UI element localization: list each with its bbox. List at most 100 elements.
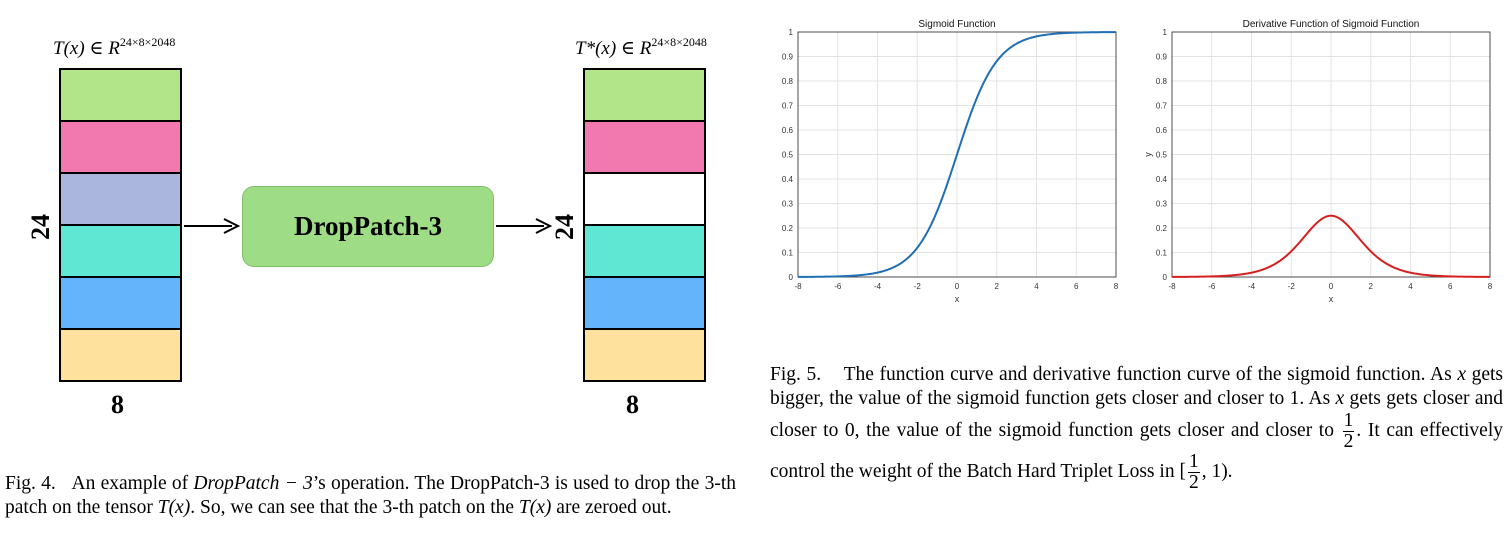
fig5-frac2-den: 2 (1188, 472, 1199, 493)
derivative-ytick-label: 0.4 (1156, 175, 1168, 184)
sigmoid-ytick-label: 0.6 (782, 126, 794, 135)
sigmoid-xtick-label: -6 (834, 282, 842, 291)
input-tensor-label-text: T(x) ∈ R (53, 38, 120, 59)
derivative-ytick-label: 0 (1163, 273, 1168, 282)
output-tensor-stack (583, 68, 706, 382)
input-width-label: 8 (111, 390, 124, 419)
fig5-caption-x1: x (1457, 364, 1466, 385)
derivative-xtick-label: 8 (1488, 282, 1493, 291)
output-patch-4 (585, 226, 704, 278)
derivative-ytick-label: 0.1 (1156, 249, 1168, 258)
derivative-xtick-label: 0 (1329, 282, 1334, 291)
droppatch-box: DropPatch-3 (242, 186, 494, 267)
input-tensor-sup: 24×8×2048 (119, 35, 176, 49)
input-height-label: 24 (26, 214, 55, 240)
derivative-title: Derivative Function of Sigmoid Function (1243, 19, 1420, 30)
input-tensor-stack (59, 68, 182, 382)
derivative-ytick-label: 0.6 (1156, 126, 1168, 135)
derivative-ytick-label: 0.5 (1156, 151, 1168, 160)
derivative-xtick-label: 6 (1448, 282, 1453, 291)
fig5-frac1-den: 2 (1343, 431, 1354, 452)
sigmoid-ytick-label: 0.8 (782, 77, 794, 86)
derivative-ytick-label: 0.3 (1156, 200, 1168, 209)
fig4-caption-text-a: An example of (71, 473, 194, 494)
input-tensor-label: T(x) ∈ R24×8×2048 (53, 35, 175, 60)
fig5-plots: -8 -6 -4 -2 0 2 4 6 8 0 0.1 0.2 0.3 0.4 0.5 0.6 0.7 0.8 0.… (782, 19, 1493, 304)
derivative-xtick-label: -8 (1168, 282, 1176, 291)
sigmoid-axes-box (797, 31, 1117, 278)
sigmoid-ytick-label: 0.3 (782, 200, 794, 209)
output-tensor-label: T*(x) ∈ R24×8×2048 (575, 35, 707, 60)
fig4-caption-math2: T(x) (157, 497, 191, 518)
sigmoid-ytick-label: 0.2 (782, 224, 794, 233)
sigmoid-xlabel: x (955, 294, 960, 304)
output-patch-1 (585, 70, 704, 122)
fig4-caption-text-b: ’s operation. The DropPatch-3 is used to… (5, 473, 736, 518)
output-width-label: 8 (626, 390, 639, 419)
derivative-xtick-label: -6 (1208, 282, 1216, 291)
input-patch-2 (61, 122, 180, 174)
derivative-axes-box (1171, 31, 1491, 278)
sigmoid-derivative-plot: -8 -6 -4 -2 0 2 4 6 8 0 0.1 0.2 0.3 0.4 0.5 0.6 0.7 0.8 0.… (1143, 19, 1493, 304)
input-patch-3 (61, 174, 180, 226)
derivative-xtick-label: -4 (1248, 282, 1256, 291)
fig4-caption-text-c: . So, we can see that the 3-th patch on … (190, 497, 519, 518)
sigmoid-title: Sigmoid Function (918, 19, 995, 30)
fig4-caption-math1: DropPatch − 3 (193, 473, 313, 494)
arrow-in-icon (184, 218, 241, 234)
fig5-caption: Fig. 5. The function curve and derivativ… (770, 363, 1503, 493)
output-tensor-sup: 24×8×2048 (651, 35, 707, 49)
derivative-ytick-label: 0.9 (1156, 53, 1168, 62)
fig5-caption-text-c: gets gets closer and closer to 0, the va… (770, 388, 1503, 441)
sigmoid-xtick-label: 0 (955, 282, 960, 291)
fig5-frac1-num: 1 (1342, 410, 1355, 432)
input-patch-4 (61, 226, 180, 278)
fig5-caption-text-a: The function curve and derivative functi… (843, 364, 1458, 385)
sigmoid-ytick-label: 0.1 (782, 249, 794, 258)
output-patch-3 (585, 174, 704, 226)
sigmoid-series-line (797, 31, 1117, 278)
sigmoid-xtick-label: 6 (1074, 282, 1079, 291)
arrow-out-icon (496, 218, 553, 234)
sigmoid-xtick-label: -2 (914, 282, 922, 291)
fig5-caption-x2: x (1335, 388, 1345, 409)
sigmoid-ytick-label: 1 (789, 28, 794, 37)
derivative-ytick-label: 1 (1163, 28, 1168, 37)
input-patch-5 (61, 278, 180, 330)
sigmoid-xtick-label: -4 (874, 282, 882, 291)
input-patch-6 (61, 330, 180, 380)
derivative-ytick-label: 0.7 (1156, 102, 1168, 111)
derivative-xtick-label: -2 (1288, 282, 1296, 291)
derivative-ylabel: y (1143, 152, 1153, 157)
fig5-caption-text-e: , 1). (1201, 460, 1233, 482)
sigmoid-ytick-label: 0.7 (782, 102, 794, 111)
sigmoid-ytick-label: 0.5 (782, 151, 794, 160)
derivative-ytick-label: 0.8 (1156, 77, 1168, 86)
sigmoid-ytick-label: 0 (789, 273, 794, 282)
sigmoid-ytick-label: 0.9 (782, 53, 794, 62)
output-tensor-label-text: T*(x) ∈ R (575, 38, 652, 59)
sigmoid-ytick-label: 0.4 (782, 175, 794, 184)
sigmoid-xtick-label: 2 (995, 282, 1000, 291)
fig4-caption-math3: T(x) (518, 497, 552, 518)
fig4-caption-text-d: are zeroed out. (551, 497, 672, 518)
output-patch-5 (585, 278, 704, 330)
sigmoid-plot: -8 -6 -4 -2 0 2 4 6 8 0 0.1 0.2 0.3 0.4 0.5 0.6 0.7 0.8 0.… (782, 19, 1119, 304)
sigmoid-xtick-label: 8 (1114, 282, 1119, 291)
fig4-caption: Fig. 4. An example of DropPatch − 3’s op… (5, 472, 736, 520)
sigmoid-xtick-label: -8 (794, 282, 802, 291)
derivative-series-line (1171, 214, 1491, 278)
input-patch-1 (61, 70, 180, 122)
derivative-xtick-label: 4 (1408, 282, 1413, 291)
derivative-ytick-label: 0.2 (1156, 224, 1168, 233)
output-patch-2 (585, 122, 704, 174)
sigmoid-xtick-label: 4 (1034, 282, 1039, 291)
output-patch-6 (585, 330, 704, 380)
output-height-label: 24 (550, 214, 579, 240)
derivative-xtick-label: 2 (1369, 282, 1374, 291)
fig5-caption-text-d: . It can effectively control the weight … (770, 419, 1504, 482)
fig4-caption-number: Fig. 4. (5, 473, 56, 494)
fig5-caption-text-b: gets bigger, the value of the sigmoid fu… (770, 364, 1504, 409)
